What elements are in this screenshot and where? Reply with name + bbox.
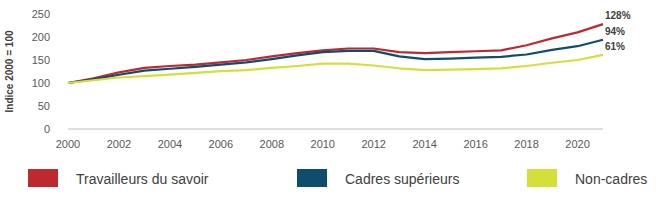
x-tick-label: 2000: [56, 138, 80, 150]
x-tick-label: 2004: [158, 138, 182, 150]
x-tick-label: 2014: [412, 138, 436, 150]
annotation: 61%: [605, 41, 625, 52]
legend-label: Non-cadres: [575, 171, 647, 187]
x-tick-label: 2018: [514, 138, 538, 150]
series-line: [68, 55, 603, 83]
x-tick-label: 2020: [565, 138, 589, 150]
y-axis-title: Indice 2000 = 100: [4, 30, 15, 112]
x-tick-label: 2008: [260, 138, 284, 150]
y-tick-label: 100: [32, 77, 50, 89]
plot-area: [68, 24, 603, 83]
x-tick-label: 2002: [107, 138, 131, 150]
legend-label: Cadres supérieurs: [345, 171, 459, 187]
y-tick-label: 200: [32, 31, 50, 43]
legend-swatch: [527, 169, 557, 187]
y-tick-label: 150: [32, 54, 50, 66]
y-tick-label: 0: [44, 123, 50, 135]
x-tick-label: 2010: [311, 138, 335, 150]
x-tick-label: 2016: [463, 138, 487, 150]
series-line: [68, 24, 603, 83]
y-tick-label: 50: [38, 100, 50, 112]
chart: Indice 2000 = 100 0 50 100 150 200 250 2000 2002…: [0, 0, 665, 199]
y-tick-label: 250: [32, 8, 50, 20]
x-axis-line: [68, 129, 603, 130]
annotation: 128%: [605, 10, 631, 21]
legend-label: Travailleurs du savoir: [76, 171, 209, 187]
legend-swatch: [297, 169, 327, 187]
series-line: [68, 40, 603, 83]
annotation: 94%: [605, 26, 625, 37]
legend-swatch: [28, 169, 58, 187]
x-tick-label: 2012: [361, 138, 385, 150]
x-tick-label: 2006: [209, 138, 233, 150]
